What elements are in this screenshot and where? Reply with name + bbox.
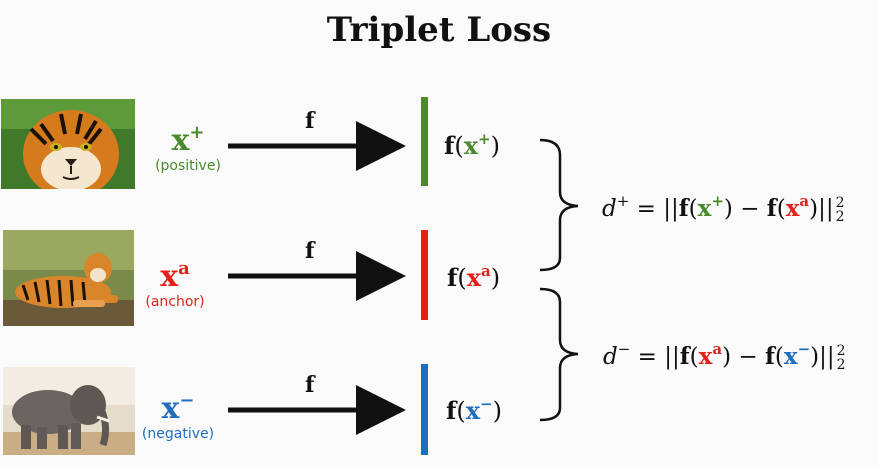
lower-brace	[539, 287, 579, 422]
negative-caption: (negative)	[141, 426, 215, 442]
anchor-embedding-bar	[421, 230, 428, 320]
positive-embedding-label: f(x+)	[444, 130, 500, 160]
anchor-symbol: xa	[160, 258, 190, 294]
tiger-face-image	[1, 99, 135, 189]
positive-embedding-bar	[421, 97, 428, 186]
negative-embedding-bar	[421, 364, 428, 455]
negative-arrow-label: f	[305, 372, 315, 398]
negative-distance-formula: d− = ||f(xa) − f(x−)|| 2 2	[603, 340, 846, 373]
positive-arrow-label: f	[305, 108, 315, 134]
positive-symbol: x+	[171, 122, 205, 158]
anchor-label: xa (anchor)	[115, 254, 235, 310]
negative-label: x− (negative)	[118, 386, 238, 442]
negative-symbol: x−	[161, 390, 195, 426]
anchor-caption: (anchor)	[145, 294, 205, 310]
positive-caption: (positive)	[155, 158, 221, 174]
positive-distance-formula: d+ = ||f(x+) − f(xa)|| 2 2	[602, 192, 845, 225]
tiger-lying-image	[3, 230, 134, 326]
positive-label: x+ (positive)	[128, 118, 248, 174]
negative-embedding-label: f(x−)	[446, 395, 502, 425]
elephant-image	[3, 367, 135, 455]
anchor-arrow-label: f	[305, 238, 315, 264]
anchor-embedding-label: f(xa)	[447, 262, 501, 292]
upper-brace	[539, 138, 579, 272]
page-title: Triplet Loss	[326, 10, 552, 50]
